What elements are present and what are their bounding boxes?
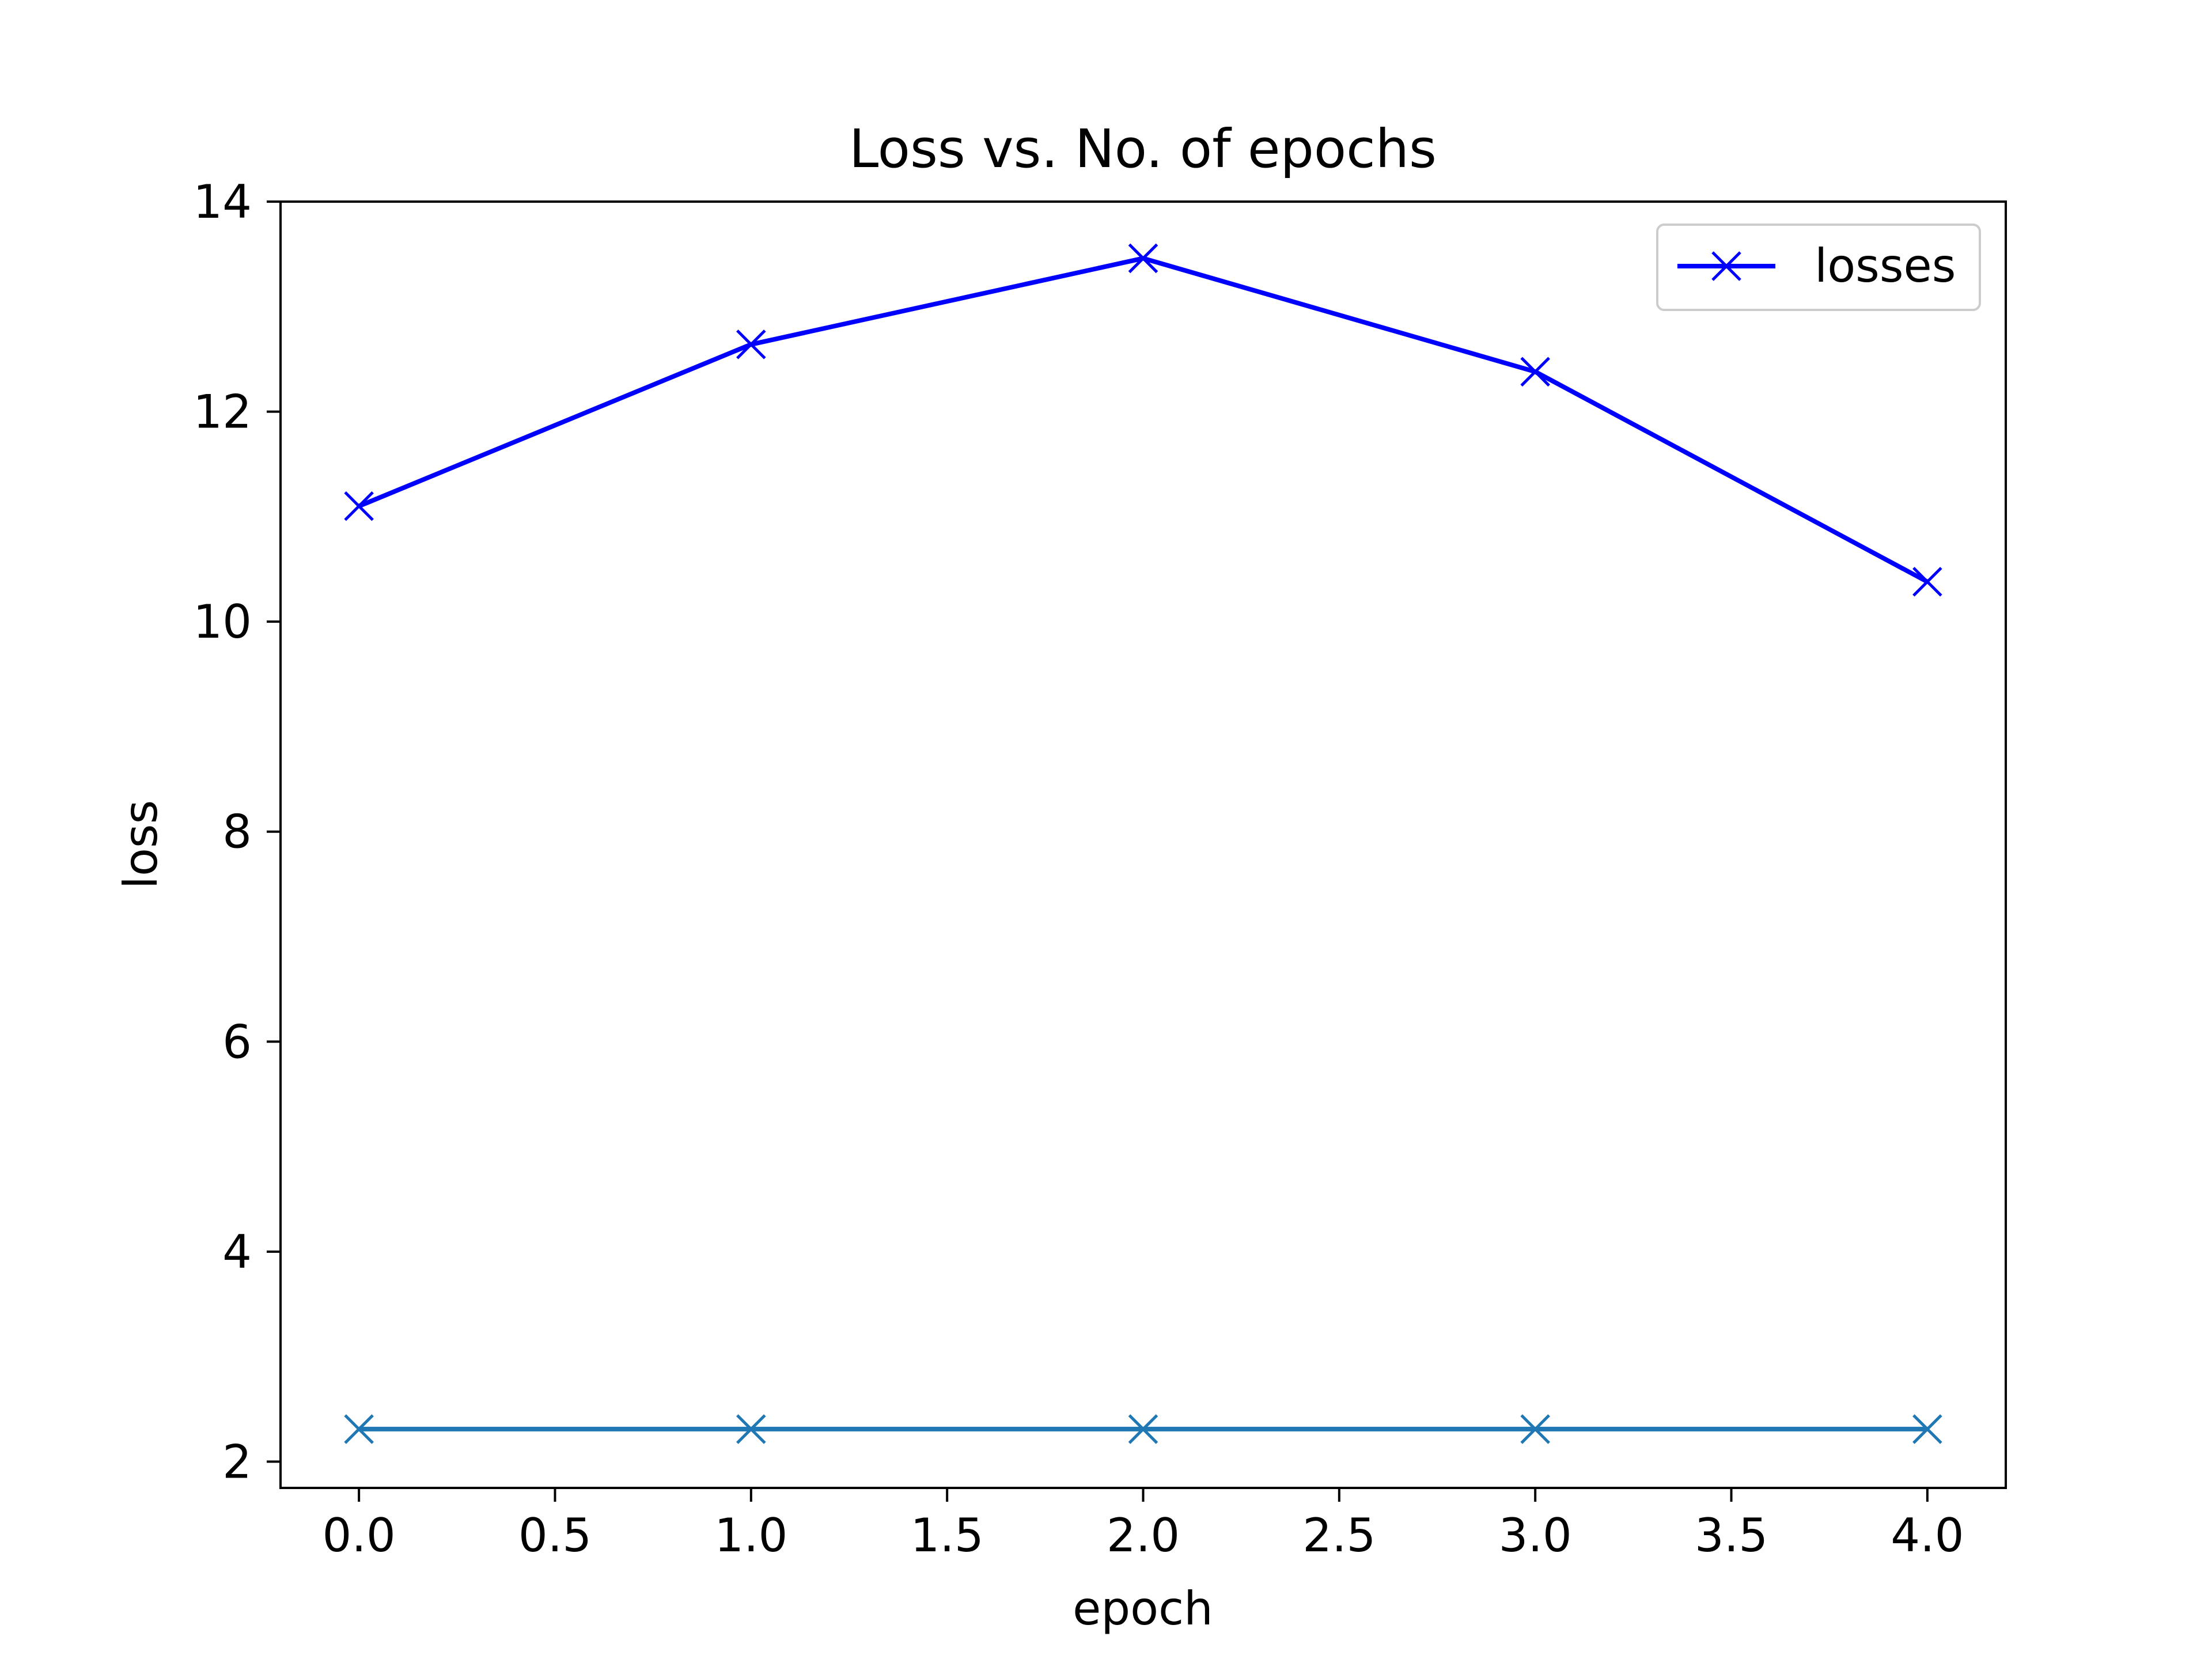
- y-axis-label: loss: [114, 800, 168, 889]
- x-tick-label: 2.5: [1302, 1509, 1376, 1562]
- x-axis-label: epoch: [1073, 1582, 1213, 1635]
- x-tick-label: 3.5: [1695, 1509, 1768, 1562]
- legend-marker-losses: [1711, 251, 1741, 281]
- series-2-point: [1912, 1414, 1942, 1444]
- x-axis: 0.0 0.5 1.0 1.5 2.0 2.5 3.0 3.5 4.0: [323, 1488, 1964, 1562]
- y-tick-label: 10: [193, 595, 252, 649]
- legend: losses: [1656, 224, 1981, 311]
- plot-area: [279, 200, 2007, 1489]
- y-tick-label: 2: [222, 1435, 252, 1488]
- x-tick-label: 1.5: [911, 1509, 984, 1562]
- losses-point: [1520, 357, 1550, 387]
- losses-point: [1128, 243, 1158, 274]
- y-tick-label: 6: [222, 1015, 252, 1069]
- y-tick-label: 12: [193, 385, 252, 439]
- x-tick-label: 0.0: [323, 1509, 396, 1562]
- chart-title: Loss vs. No. of epochs: [849, 118, 1437, 180]
- losses-point: [1912, 567, 1942, 597]
- y-axis: 2 4 6 8 10 12 14: [193, 175, 281, 1488]
- legend-label-losses: losses: [1815, 239, 1956, 293]
- x-tick-label: 4.0: [1891, 1509, 1964, 1562]
- series-layer: [344, 243, 1942, 1444]
- series-2-point: [344, 1414, 374, 1444]
- x-tick-label: 1.0: [714, 1509, 787, 1562]
- y-tick-label: 4: [222, 1225, 252, 1279]
- x-tick-label: 2.0: [1107, 1509, 1180, 1562]
- series-2-point: [1128, 1414, 1158, 1444]
- y-tick-label: 8: [222, 805, 252, 859]
- losses-point: [344, 491, 374, 521]
- y-tick-label: 14: [193, 175, 252, 229]
- series-2-point: [1520, 1414, 1550, 1444]
- x-tick-label: 0.5: [518, 1509, 592, 1562]
- x-tick-label: 3.0: [1499, 1509, 1572, 1562]
- losses-point: [736, 329, 766, 359]
- series-2-point: [736, 1414, 766, 1444]
- legend-box: [1656, 224, 1981, 311]
